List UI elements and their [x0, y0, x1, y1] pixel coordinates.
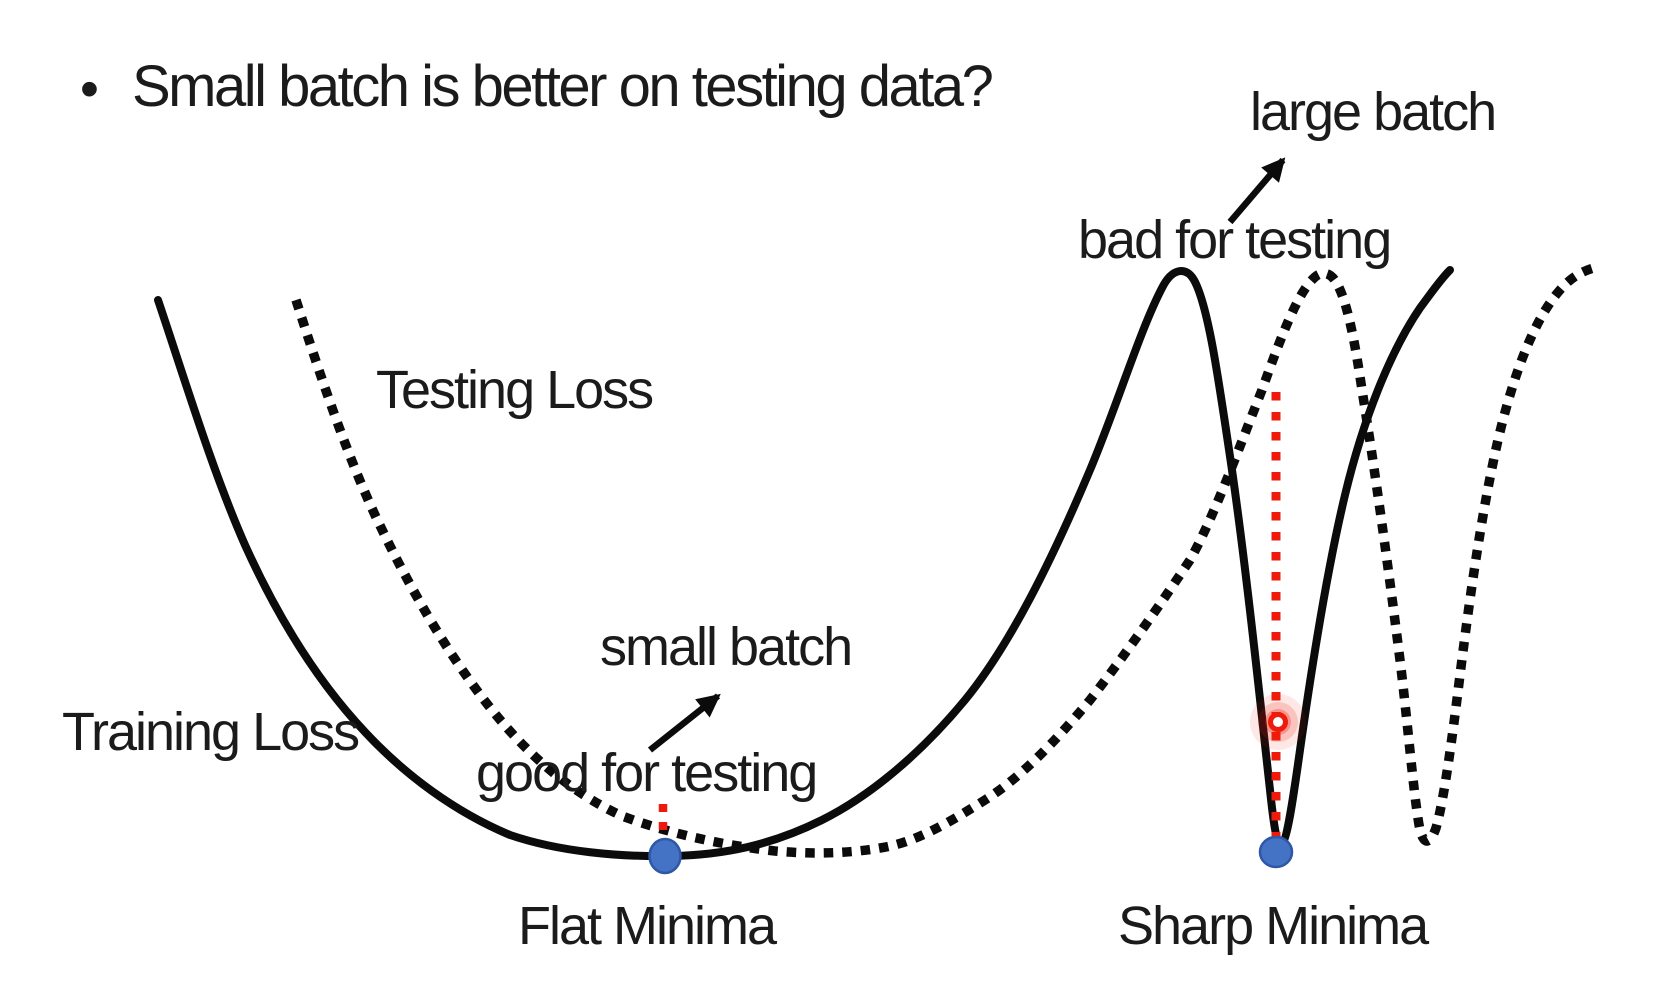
testing-loss-curve — [291, 262, 1599, 858]
small-batch-arrow — [647, 693, 721, 753]
sharp-minima-label: Sharp Minima — [1118, 896, 1429, 956]
bullet-icon: • — [80, 59, 99, 119]
page-title: Small batch is better on testing data? — [132, 54, 994, 119]
flat-minima-label: Flat Minima — [518, 896, 777, 956]
large-batch-label: large batch — [1250, 82, 1497, 142]
small-batch-label: small batch — [600, 617, 853, 677]
flat-minima-point — [648, 837, 682, 875]
sharp-minima-point — [1258, 835, 1294, 869]
training-loss-curve — [154, 266, 1454, 861]
testing-loss-label: Testing Loss — [376, 360, 654, 420]
red-ring-icon — [1268, 712, 1288, 732]
large-batch-position-marker — [1250, 694, 1306, 750]
large-batch-arrow — [1227, 157, 1286, 225]
good-for-testing-label: good for testing — [476, 743, 818, 803]
training-loss-label: Training Loss — [62, 702, 360, 762]
bad-for-testing-label: bad for testing — [1078, 210, 1392, 270]
